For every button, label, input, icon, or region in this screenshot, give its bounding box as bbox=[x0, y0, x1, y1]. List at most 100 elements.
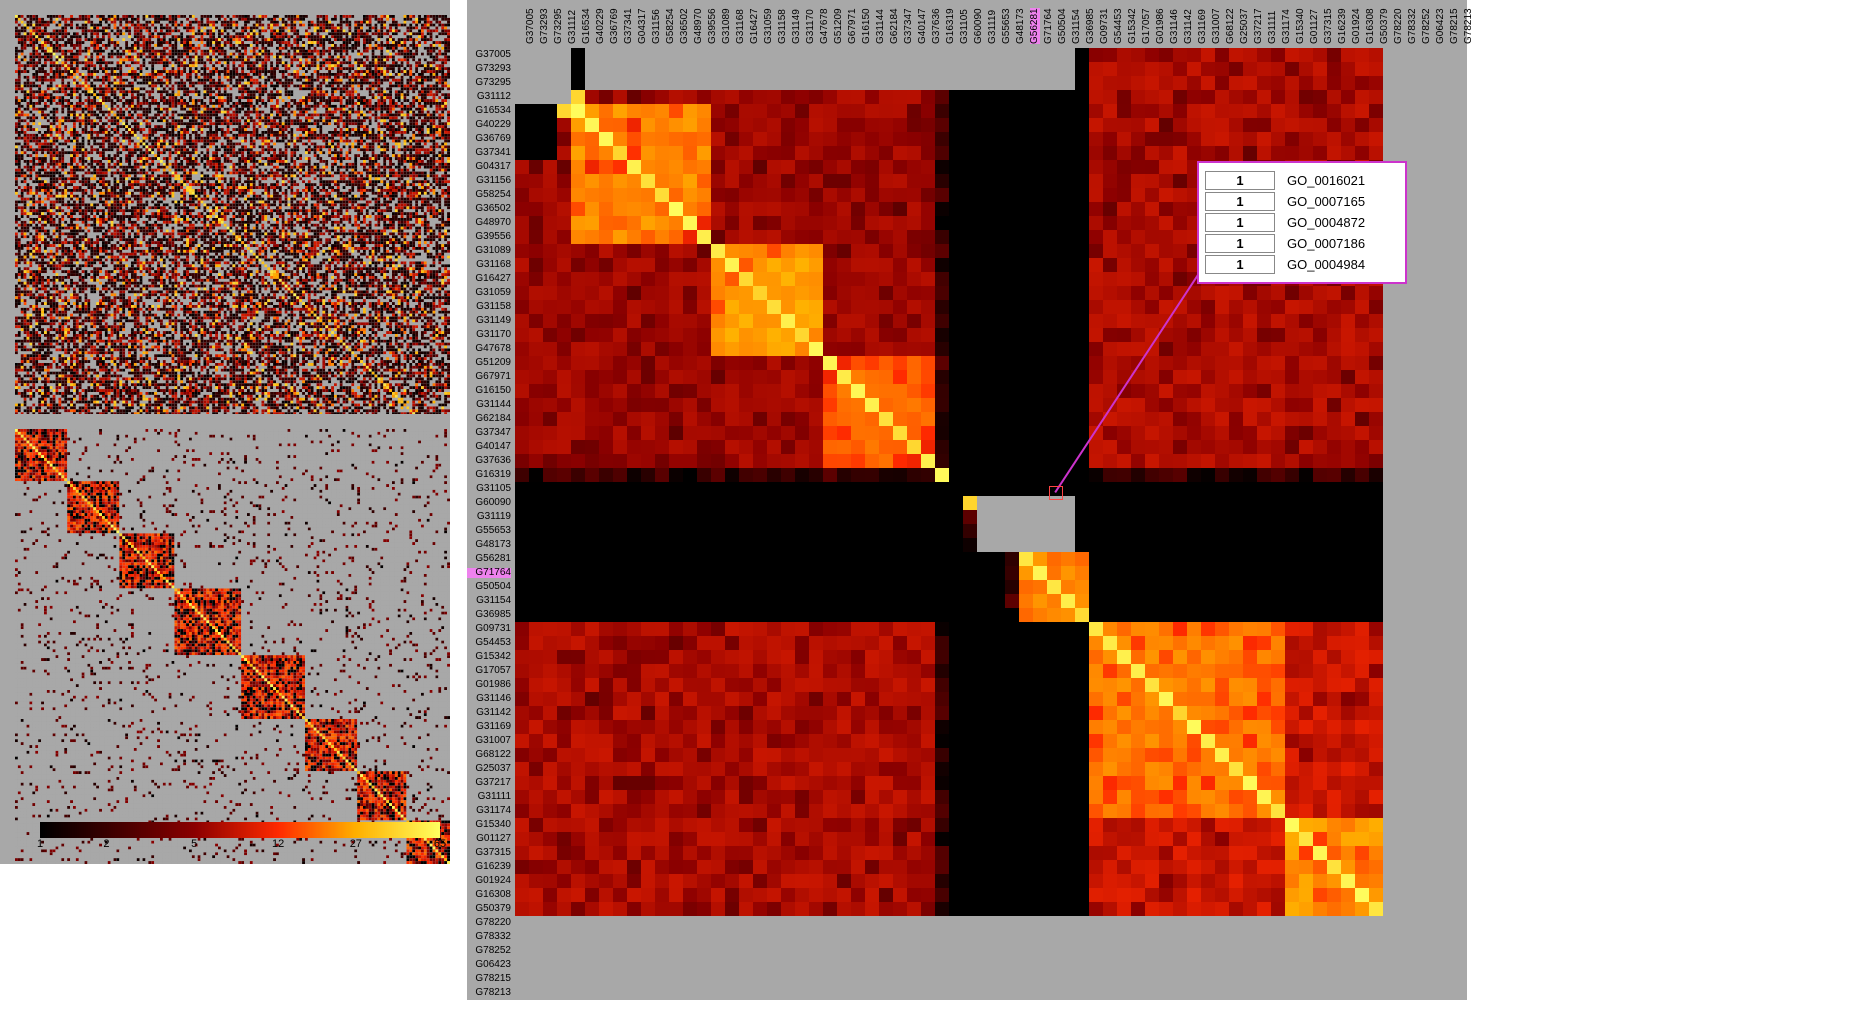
row-label[interactable]: G09731 bbox=[467, 624, 511, 634]
column-label[interactable]: G73293 bbox=[540, 8, 550, 44]
row-label[interactable]: G16308 bbox=[467, 890, 511, 900]
row-label[interactable]: G73293 bbox=[467, 64, 511, 74]
column-label[interactable]: G31154 bbox=[1072, 9, 1082, 44]
column-label[interactable]: G15342 bbox=[1128, 8, 1138, 44]
column-label[interactable]: G31168 bbox=[736, 9, 746, 44]
row-label[interactable]: G31174 bbox=[467, 806, 511, 816]
row-label[interactable]: G54453 bbox=[467, 638, 511, 648]
row-label[interactable]: G31156 bbox=[467, 176, 511, 186]
column-label[interactable]: G55653 bbox=[1002, 8, 1012, 44]
mini-heatmap-top-canvas[interactable] bbox=[0, 0, 450, 450]
column-label[interactable]: G40229 bbox=[596, 8, 606, 44]
row-label[interactable]: G39556 bbox=[467, 232, 511, 242]
row-label[interactable]: G62184 bbox=[467, 414, 511, 424]
row-label[interactable]: G50504 bbox=[467, 582, 511, 592]
column-label[interactable]: G31146 bbox=[1170, 9, 1180, 44]
row-label[interactable]: G71764 bbox=[467, 568, 511, 578]
row-label[interactable]: G16319 bbox=[467, 470, 511, 480]
column-label[interactable]: G31156 bbox=[652, 9, 662, 44]
column-label[interactable]: G78332 bbox=[1408, 8, 1418, 44]
column-label[interactable]: G58254 bbox=[666, 8, 676, 44]
row-label[interactable]: G36985 bbox=[467, 610, 511, 620]
column-label[interactable]: G68122 bbox=[1226, 8, 1236, 44]
column-label[interactable]: G31119 bbox=[988, 10, 998, 44]
row-label[interactable]: G31059 bbox=[467, 288, 511, 298]
row-label[interactable]: G31111 bbox=[467, 792, 511, 802]
column-label[interactable]: G16239 bbox=[1338, 8, 1348, 44]
row-label[interactable]: G31154 bbox=[467, 596, 511, 606]
column-label[interactable]: G04317 bbox=[638, 8, 648, 44]
column-label[interactable]: G37341 bbox=[624, 8, 634, 44]
row-label[interactable]: G01924 bbox=[467, 876, 511, 886]
row-label[interactable]: G68122 bbox=[467, 750, 511, 760]
column-label[interactable]: G78215 bbox=[1450, 8, 1460, 44]
column-label[interactable]: G31059 bbox=[764, 8, 774, 44]
row-label[interactable]: G60090 bbox=[467, 498, 511, 508]
column-label[interactable]: G37217 bbox=[1254, 8, 1264, 44]
row-label[interactable]: G51209 bbox=[467, 358, 511, 368]
mini-heatmap-bottom-canvas[interactable] bbox=[0, 414, 450, 864]
row-label[interactable]: G47678 bbox=[467, 344, 511, 354]
column-label[interactable]: G01924 bbox=[1352, 8, 1362, 44]
column-label[interactable]: G16150 bbox=[862, 8, 872, 44]
column-label[interactable]: G25037 bbox=[1240, 8, 1250, 44]
column-label[interactable]: G36769 bbox=[610, 8, 620, 44]
column-label[interactable]: G01127 bbox=[1310, 9, 1320, 44]
column-label[interactable]: G67971 bbox=[848, 8, 858, 44]
row-label[interactable]: G31144 bbox=[467, 400, 511, 410]
row-label[interactable]: G56281 bbox=[467, 554, 511, 564]
row-label[interactable]: G40229 bbox=[467, 120, 511, 130]
column-label[interactable]: G47678 bbox=[820, 8, 830, 44]
row-label[interactable]: G17057 bbox=[467, 666, 511, 676]
row-label[interactable]: G37217 bbox=[467, 778, 511, 788]
row-label[interactable]: G37341 bbox=[467, 148, 511, 158]
row-label[interactable]: G78252 bbox=[467, 946, 511, 956]
column-label[interactable]: G31169 bbox=[1198, 9, 1208, 44]
row-label[interactable]: G31119 bbox=[467, 512, 511, 522]
column-label[interactable]: G15340 bbox=[1296, 8, 1306, 44]
row-label[interactable]: G48173 bbox=[467, 540, 511, 550]
row-label[interactable]: G31007 bbox=[467, 736, 511, 746]
column-label[interactable]: G31111 bbox=[1268, 11, 1278, 44]
row-label[interactable]: G37347 bbox=[467, 428, 511, 438]
column-label[interactable]: G31174 bbox=[1282, 9, 1292, 44]
column-label[interactable]: G16534 bbox=[582, 8, 592, 44]
row-label[interactable]: G78332 bbox=[467, 932, 511, 942]
row-label[interactable]: G31170 bbox=[467, 330, 511, 340]
column-label[interactable]: G78220 bbox=[1394, 8, 1404, 44]
column-label[interactable]: G16427 bbox=[750, 8, 760, 44]
row-label[interactable]: G15342 bbox=[467, 652, 511, 662]
row-label[interactable]: G16534 bbox=[467, 106, 511, 116]
row-label[interactable]: G31089 bbox=[467, 246, 511, 256]
column-label[interactable]: G51209 bbox=[834, 8, 844, 44]
column-label[interactable]: G48970 bbox=[694, 8, 704, 44]
column-label[interactable]: G31007 bbox=[1212, 8, 1222, 44]
row-label[interactable]: G16427 bbox=[467, 274, 511, 284]
column-label[interactable]: G16308 bbox=[1366, 8, 1376, 44]
row-label[interactable]: G55653 bbox=[467, 526, 511, 536]
column-label[interactable]: G06423 bbox=[1436, 8, 1446, 44]
row-label[interactable]: G78220 bbox=[467, 918, 511, 928]
row-label[interactable]: G78213 bbox=[467, 988, 511, 998]
row-label[interactable]: G31169 bbox=[467, 722, 511, 732]
column-label[interactable]: G48173 bbox=[1016, 8, 1026, 44]
row-label[interactable]: G48970 bbox=[467, 218, 511, 228]
row-label[interactable]: G58254 bbox=[467, 190, 511, 200]
column-label[interactable]: G17057 bbox=[1142, 8, 1152, 44]
row-label[interactable]: G06423 bbox=[467, 960, 511, 970]
row-label[interactable]: G31142 bbox=[467, 708, 511, 718]
column-label[interactable]: G78252 bbox=[1422, 8, 1432, 44]
column-label[interactable]: G37347 bbox=[904, 8, 914, 44]
column-label[interactable]: G78213 bbox=[1464, 8, 1474, 44]
column-label[interactable]: G36502 bbox=[680, 8, 690, 44]
row-label[interactable]: G31149 bbox=[467, 316, 511, 326]
row-label[interactable]: G37315 bbox=[467, 848, 511, 858]
column-label[interactable]: G37005 bbox=[526, 8, 536, 44]
row-label[interactable]: G01127 bbox=[467, 834, 511, 844]
column-label[interactable]: G50504 bbox=[1058, 8, 1068, 44]
row-label[interactable]: G16150 bbox=[467, 386, 511, 396]
row-label[interactable]: G36502 bbox=[467, 204, 511, 214]
row-label[interactable]: G31158 bbox=[467, 302, 511, 312]
column-label[interactable]: G73295 bbox=[554, 8, 564, 44]
row-label[interactable]: G01986 bbox=[467, 680, 511, 690]
